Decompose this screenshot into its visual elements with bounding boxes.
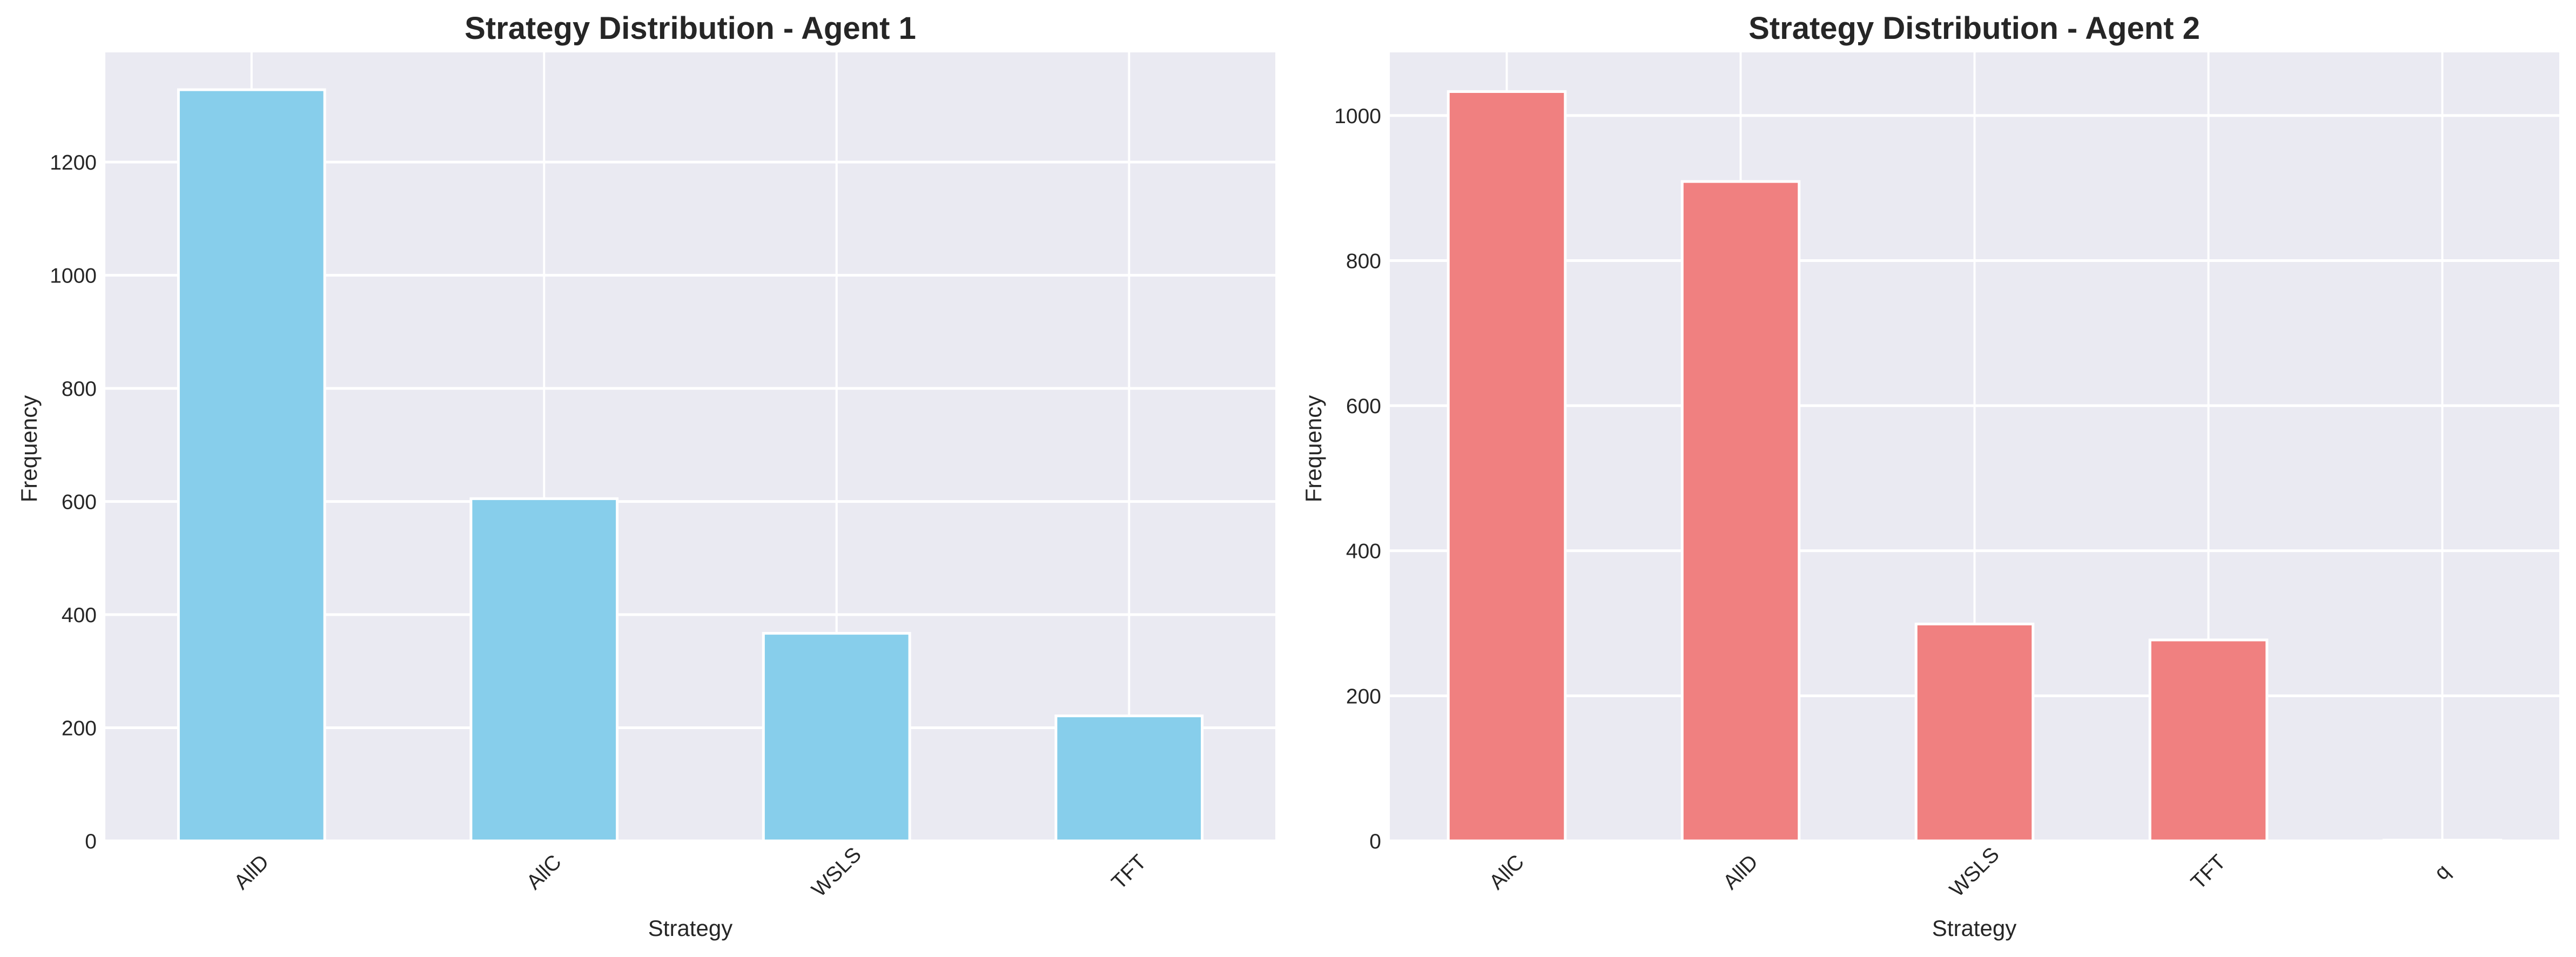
y-tick-label: 200	[1346, 685, 1381, 708]
x-axis-label: Strategy	[648, 915, 732, 941]
y-tick-label: 600	[62, 491, 97, 514]
y-axis-label: Frequency	[16, 395, 42, 502]
y-tick-label: 0	[1369, 830, 1381, 853]
chart-agent-1: Strategy Distribution - Agent 1 0 200 400 6…	[16, 11, 1275, 941]
x-tick-label: TFT	[1107, 851, 1151, 894]
x-axis-ticks: AllC AllD WSLS TFT q	[1485, 843, 2454, 902]
x-tick-label: AllC	[522, 851, 566, 894]
x-tick-label: AllD	[230, 851, 273, 894]
y-tick-label: 200	[62, 717, 97, 740]
y-axis-ticks: 0 200 400 600 800 1000	[1334, 105, 1381, 853]
bars	[177, 88, 1204, 843]
bar-wsls	[762, 632, 911, 843]
bar-q	[2382, 839, 2503, 843]
bar-allc	[469, 497, 619, 843]
y-tick-label: 1000	[1334, 105, 1381, 128]
chart-agent-2: Strategy Distribution - Agent 2 0 200 400 6…	[1301, 11, 2559, 941]
bar-alld	[177, 88, 326, 843]
y-axis-label: Frequency	[1301, 395, 1326, 502]
y-tick-label: 400	[62, 604, 97, 627]
x-tick-label: q	[2430, 860, 2455, 885]
bar-allc	[1447, 90, 1567, 843]
y-tick-label: 0	[85, 830, 97, 853]
y-tick-label: 800	[1346, 250, 1381, 273]
y-tick-label: 800	[62, 378, 97, 401]
bar-wsls	[1914, 622, 2035, 843]
x-tick-label: WSLS	[1945, 843, 2004, 902]
chart-title: Strategy Distribution - Agent 2	[1748, 11, 2200, 46]
bar-tft	[2148, 638, 2269, 843]
x-tick-label: TFT	[2187, 851, 2230, 894]
x-tick-label: AllD	[1719, 851, 1763, 894]
y-axis-ticks: 0 200 400 600 800 1000 1200	[50, 151, 97, 853]
y-tick-label: 400	[1346, 540, 1381, 563]
y-tick-label: 1200	[50, 151, 97, 174]
bars	[1447, 90, 2503, 843]
x-tick-label: WSLS	[807, 843, 866, 902]
chart-title: Strategy Distribution - Agent 1	[465, 11, 916, 46]
bar-tft	[1054, 715, 1204, 843]
y-tick-label: 600	[1346, 395, 1381, 418]
x-axis-label: Strategy	[1932, 915, 2016, 941]
bar-alld	[1680, 180, 1801, 843]
x-axis-ticks: AllD AllC WSLS TFT	[230, 843, 1151, 902]
y-tick-label: 1000	[50, 265, 97, 288]
x-tick-label: AllC	[1485, 851, 1529, 894]
